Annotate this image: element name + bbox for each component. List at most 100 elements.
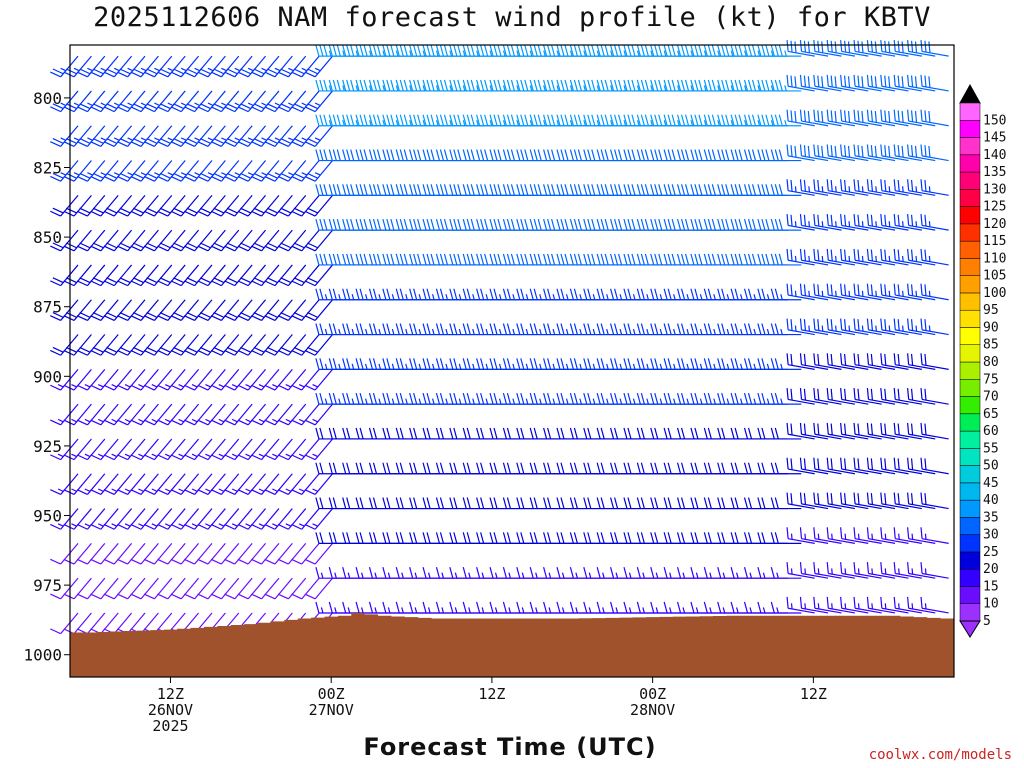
barb-staff: [841, 572, 869, 579]
barb-flag-10kt: [843, 249, 847, 262]
barb-flag-5kt: [378, 328, 382, 335]
wind-barb: [866, 179, 896, 196]
barb-flag-5kt: [498, 398, 502, 405]
wind-barb: [866, 527, 896, 544]
barb-flag-10kt: [747, 462, 753, 474]
barb-flag-10kt: [556, 149, 561, 161]
barb-flag-10kt: [368, 532, 374, 544]
barb-flag-10kt: [264, 280, 276, 287]
barb-flag-10kt: [237, 71, 249, 78]
barb-flag-5kt: [288, 137, 294, 141]
barb-flag-5kt: [835, 290, 837, 297]
barb-staff: [314, 577, 333, 600]
barb-flag-10kt: [470, 44, 475, 57]
barb-flag-10kt: [386, 114, 391, 126]
barb-flag-10kt: [690, 149, 695, 161]
barb-flag-10kt: [770, 149, 775, 161]
wind-barb: [50, 160, 79, 182]
barb-flag-10kt: [907, 144, 910, 156]
barb-flag-5kt: [835, 325, 837, 332]
wind-barb: [250, 160, 280, 182]
barb-flag-10kt: [157, 71, 169, 78]
wind-barb: [250, 368, 280, 391]
barb-flag-10kt: [817, 284, 820, 296]
barb-flag-10kt: [520, 288, 525, 300]
barb-flag-5kt: [821, 290, 824, 297]
barb-flag-10kt: [350, 79, 355, 92]
barb-flag-5kt: [234, 102, 241, 107]
barb-staff: [287, 90, 307, 113]
wind-barb: [184, 473, 213, 495]
barb-staff: [73, 125, 92, 147]
barb-flag-10kt: [618, 184, 623, 196]
wind-barb: [264, 334, 293, 356]
barb-staff: [220, 508, 240, 530]
barb-staff: [814, 468, 842, 475]
wind-barb: [210, 229, 240, 252]
barb-flag-10kt: [510, 114, 516, 126]
barb-flag-10kt: [623, 253, 628, 266]
barb-flag-10kt: [395, 184, 400, 196]
barb-flag-5kt: [695, 572, 699, 579]
barb-staff: [153, 299, 173, 321]
barb-flag-10kt: [583, 358, 588, 370]
barb-flag-5kt: [312, 418, 318, 423]
barb-flag-10kt: [323, 184, 328, 196]
barb-flag-10kt: [623, 567, 628, 579]
barb-flag-10kt: [790, 319, 793, 331]
barb-flag-5kt: [395, 85, 399, 92]
barb-flag-10kt: [840, 214, 843, 226]
barb-flag-5kt: [418, 398, 422, 405]
barb-flag-5kt: [713, 294, 716, 300]
wind-barb: [264, 508, 293, 530]
barb-staff: [301, 55, 320, 78]
barb-flag-10kt: [587, 114, 592, 126]
barb-flag-10kt: [170, 245, 182, 252]
barb-flag-10kt: [817, 214, 820, 227]
barb-flag-10kt: [556, 323, 561, 335]
barb-flag-10kt: [293, 138, 305, 144]
barb-flag-5kt: [124, 488, 131, 492]
barb-flag-10kt: [537, 149, 542, 161]
barb-flag-5kt: [462, 85, 466, 92]
wind-barb: [143, 194, 173, 217]
barb-flag-10kt: [537, 184, 542, 196]
wind-barb: [63, 229, 92, 252]
barb-flag-10kt: [462, 601, 467, 614]
barb-flag-10kt: [676, 358, 682, 370]
barb-flag-5kt: [140, 137, 147, 141]
barb-staff: [167, 334, 186, 356]
barb-flag-5kt: [435, 120, 439, 126]
barb-staff: [207, 473, 226, 495]
barb-flag-10kt: [277, 489, 289, 495]
barb-flag-10kt: [757, 392, 762, 405]
wind-barb: [893, 388, 922, 405]
barb-staff: [234, 229, 253, 252]
barb-flag-10kt: [497, 253, 502, 266]
wind-barb: [237, 403, 267, 426]
barb-flag-10kt: [328, 532, 333, 544]
barb-flag-5kt: [218, 384, 225, 388]
barb-flag-10kt: [826, 353, 829, 365]
wind-barb: [880, 144, 909, 162]
barb-flag-10kt: [332, 149, 337, 161]
barb-flag-10kt: [213, 172, 225, 179]
barb-flag-10kt: [799, 40, 803, 52]
barb-flag-10kt: [143, 384, 155, 391]
barb-flag-10kt: [520, 218, 525, 231]
barb-flag-10kt: [146, 312, 158, 318]
barb-flag-5kt: [314, 172, 321, 176]
barb-flag-5kt: [543, 85, 546, 92]
barb-flag-10kt: [426, 114, 431, 126]
barb-flag-10kt: [676, 149, 682, 161]
barb-flag-10kt: [409, 253, 414, 266]
barb-flag-5kt: [87, 67, 93, 72]
barb-flag-10kt: [480, 253, 485, 266]
barb-staff: [881, 364, 909, 370]
barb-flag-10kt: [493, 323, 498, 335]
wind-barb: [893, 422, 922, 440]
wind-barb: [50, 438, 79, 461]
barb-flag-10kt: [143, 175, 155, 182]
barb-flag-10kt: [636, 114, 641, 126]
wind-barb: [224, 264, 253, 287]
